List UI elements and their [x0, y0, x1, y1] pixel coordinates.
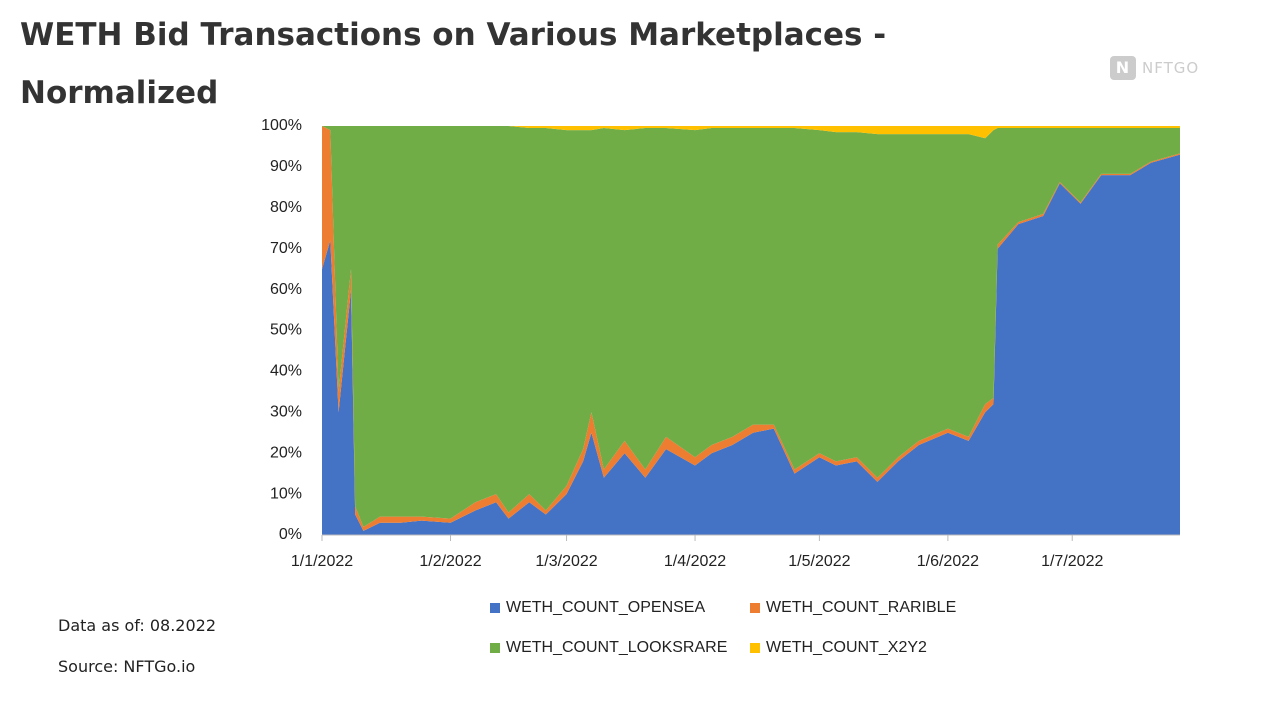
logo-text: NFTGO: [1142, 59, 1200, 77]
x-tick-label: 1/1/2022: [291, 553, 353, 570]
x-tick-label: 1/4/2022: [664, 553, 726, 570]
area: [322, 126, 1180, 527]
x-tick-label: 1/2/2022: [419, 553, 481, 570]
y-tick-label: 70%: [270, 240, 302, 257]
x-tick-label: 1/3/2022: [535, 553, 597, 570]
x-tick-label: 1/5/2022: [788, 553, 850, 570]
logo: N NFTGO: [1110, 56, 1199, 80]
legend-label: WETH_COUNT_X2Y2: [766, 639, 927, 656]
y-tick-label: 20%: [270, 444, 302, 461]
legend-label: WETH_COUNT_OPENSEA: [506, 599, 705, 616]
y-tick-label: 60%: [270, 281, 302, 298]
y-tick-label: 30%: [270, 404, 302, 421]
y-tick-label: 50%: [270, 322, 302, 339]
x-tick-label: 1/6/2022: [917, 553, 979, 570]
legend-swatch: [490, 643, 500, 653]
legend-label: WETH_COUNT_LOOKSRARE: [506, 639, 727, 656]
y-tick-label: 0%: [279, 526, 302, 543]
legend-swatch: [750, 603, 760, 613]
note: Source: NFTGo.io: [58, 657, 196, 676]
y-tick-label: 90%: [270, 158, 302, 175]
legend-label: WETH_COUNT_RARIBLE: [766, 599, 956, 616]
y-tick-label: 40%: [270, 363, 302, 380]
area: [322, 154, 1180, 535]
area: [322, 126, 1180, 139]
legend-swatch: [750, 643, 760, 653]
page-title: WETH Bid Transactions on Various Marketp…: [20, 17, 887, 111]
x-tick-label: 1/7/2022: [1041, 553, 1103, 570]
y-tick-label: 10%: [270, 485, 302, 502]
note: Data as of: 08.2022: [58, 616, 217, 635]
logo-icon: N: [1110, 56, 1136, 80]
legend-swatch: [490, 603, 500, 613]
y-tick-label: 100%: [261, 117, 302, 134]
y-tick-label: 80%: [270, 199, 302, 216]
